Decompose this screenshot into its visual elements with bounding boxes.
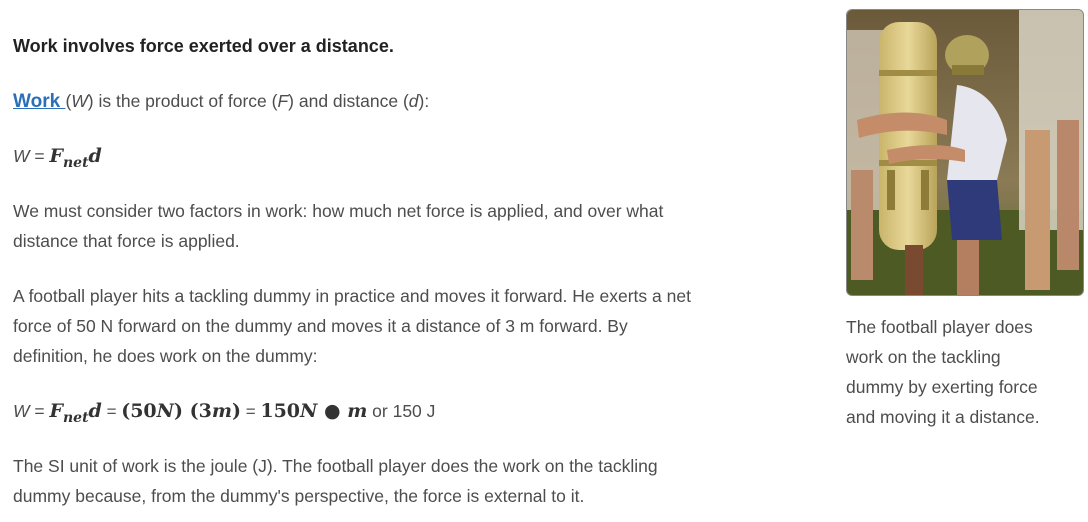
paragraph-example-line-2: force of 50 N forward on the dummy and m… <box>13 316 628 336</box>
paragraph-si-unit-line-1: The SI unit of work is the joule (J). Th… <box>13 456 658 476</box>
paragraph-si-unit-line-2: dummy because, from the dummy's perspect… <box>13 486 585 506</box>
caption-line-1: The football player does <box>846 317 1033 337</box>
work-glossary-link[interactable]: Work <box>13 91 66 112</box>
paragraph-factors-line-1: We must consider two factors in work: ho… <box>13 201 664 221</box>
paragraph-example-line-3: definition, he does work on the dummy: <box>13 346 318 366</box>
caption-line-3: dummy by exerting force <box>846 377 1038 397</box>
caption-line-4: and moving it a distance. <box>846 407 1040 427</box>
section-heading: Work involves force exerted over a dista… <box>13 36 394 56</box>
paragraph-factors-line-2: distance that force is applied. <box>13 231 240 251</box>
paragraph-example-line-1: A football player hits a tackling dummy … <box>13 286 691 306</box>
example-calculation: W = Fnetd = (50N) (3m) = 150N ● m or 150… <box>13 400 436 426</box>
work-formula: W = Fnetd <box>13 145 102 171</box>
caption-line-2: work on the tackling <box>846 347 1001 367</box>
work-definition: Work (W) is the product of force (F) and… <box>13 91 430 112</box>
football-player-photo <box>846 9 1084 296</box>
photo-caption: The football player does work on the tac… <box>846 312 1076 432</box>
